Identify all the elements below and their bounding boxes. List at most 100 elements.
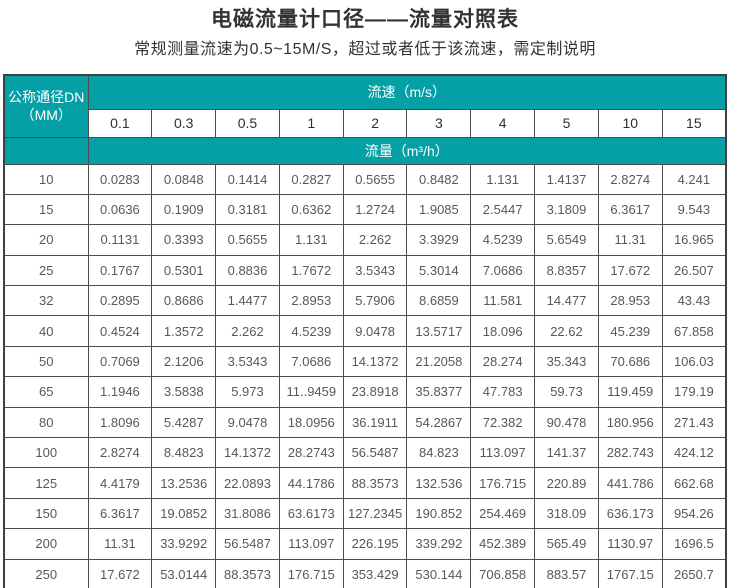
- flow-value-cell: 31.8086: [215, 497, 280, 530]
- flow-value-cell: 88.3573: [342, 467, 408, 499]
- flow-value-cell: 282.743: [597, 437, 663, 469]
- flow-value-cell: 28.274: [470, 345, 536, 378]
- flow-value-cell: 9.0478: [342, 315, 408, 347]
- table-row: 250 17.672 53.0144 88.3573 176.715 353.429 530…: [3, 558, 727, 588]
- flow-value-cell: 90.478: [534, 406, 599, 439]
- dn-cell: 150: [3, 497, 89, 530]
- flow-value-cell: 0.8836: [215, 254, 280, 287]
- flow-value-cell: 4.4179: [87, 467, 153, 499]
- flow-value-cell: 5.3014: [406, 254, 472, 287]
- page-subtitle: 常规测量流速为0.5~15M/S，超过或者低于该流速，需定制说明: [134, 41, 596, 58]
- flow-value-cell: 1130.97: [597, 528, 663, 560]
- flow-value-cell: 3.5343: [215, 345, 280, 378]
- flow-value-cell: 636.173: [597, 497, 663, 530]
- flow-value-cell: 8.8357: [534, 254, 599, 287]
- flow-value-cell: 271.43: [661, 406, 727, 439]
- flow-value-cell: 220.89: [534, 467, 599, 499]
- flow-value-cell: 0.1131: [87, 224, 153, 256]
- table-body: 10 0.0283 0.0848 0.1414 0.2827 0.5655 0.8482 1.…: [3, 163, 727, 588]
- flow-value-cell: 28.953: [597, 285, 663, 317]
- flow-value-cell: 63.6173: [278, 497, 344, 530]
- velocity-value-cell: 2: [342, 108, 408, 138]
- flow-value-cell: 56.5487: [215, 528, 280, 560]
- flow-value-cell: 72.382: [470, 406, 536, 439]
- velocity-header-label: 流速（m/s）: [87, 74, 727, 110]
- flow-value-cell: 179.19: [661, 376, 727, 408]
- flow-value-cell: 339.292: [406, 528, 472, 560]
- flow-value-cell: 565.49: [534, 528, 599, 560]
- table-row: 15 0.0636 0.1909 0.3181 0.6362 1.2724 1.9085 2.…: [3, 193, 727, 226]
- velocity-value-cell: 15: [661, 108, 727, 138]
- velocity-header-row: 公称通径DN （MM） 流速（m/s）: [3, 74, 727, 138]
- flow-value-cell: 6.3617: [87, 497, 153, 530]
- flow-value-cell: 28.2743: [278, 437, 344, 469]
- flow-value-cell: 22.0893: [215, 467, 280, 499]
- dn-cell: 250: [3, 558, 89, 588]
- flow-value-cell: 1.2724: [342, 193, 408, 226]
- flow-value-cell: 13.2536: [151, 467, 217, 499]
- flow-value-cell: 5.7906: [342, 285, 408, 317]
- flow-value-cell: 141.37: [534, 437, 599, 469]
- flow-value-cell: 4.241: [661, 163, 727, 195]
- flow-value-cell: 2.1206: [151, 345, 217, 378]
- flow-value-cell: 19.0852: [151, 497, 217, 530]
- velocity-value-cell: 10: [597, 108, 663, 138]
- dn-cell: 25: [3, 254, 89, 287]
- flow-value-cell: 6.3617: [597, 193, 663, 226]
- table-row: 10 0.0283 0.0848 0.1414 0.2827 0.5655 0.8482 1.…: [3, 163, 727, 195]
- flow-value-cell: 176.715: [470, 467, 536, 499]
- flow-value-cell: 26.507: [661, 254, 727, 287]
- flow-value-cell: 0.8686: [151, 285, 217, 317]
- flow-value-cell: 8.6859: [406, 285, 472, 317]
- flow-value-cell: 0.5655: [342, 163, 408, 195]
- flow-value-cell: 4.5239: [470, 224, 536, 256]
- table-header: 公称通径DN （MM） 流速（m/s） 0.1 0.3 0.5 1 2 3 4 5 10 15 流…: [3, 74, 727, 165]
- flow-value-cell: 18.096: [470, 315, 536, 347]
- flow-value-cell: 127.2345: [342, 497, 408, 530]
- flow-value-cell: 11.581: [470, 285, 536, 317]
- flow-value-cell: 318.09: [534, 497, 599, 530]
- flow-value-cell: 3.3929: [406, 224, 472, 256]
- table-row: 32 0.2895 0.8686 1.4477 2.8953 5.7906 8.6859 11…: [3, 285, 727, 317]
- flow-value-cell: 0.5301: [151, 254, 217, 287]
- table-row: 80 1.8096 5.4287 9.0478 18.0956 36.1911 54.286…: [3, 406, 727, 439]
- table-row: 20 0.1131 0.3393 0.5655 1.131 2.262 3.3929 4.52…: [3, 224, 727, 256]
- flow-value-cell: 441.786: [597, 467, 663, 499]
- flow-value-cell: 7.0686: [470, 254, 536, 287]
- flow-value-cell: 113.097: [278, 528, 344, 560]
- velocity-value-cell: 0.3: [151, 108, 217, 138]
- flow-value-cell: 45.239: [597, 315, 663, 347]
- flow-value-cell: 0.2827: [278, 163, 344, 195]
- dn-cell: 200: [3, 528, 89, 560]
- flow-value-cell: 44.1786: [278, 467, 344, 499]
- flow-value-cell: 2.8274: [597, 163, 663, 195]
- flow-value-cell: 88.3573: [215, 558, 280, 588]
- flow-value-cell: 4.5239: [278, 315, 344, 347]
- flow-value-cell: 0.0283: [87, 163, 153, 195]
- flow-value-cell: 424.12: [661, 437, 727, 469]
- flow-value-cell: 59.73: [534, 376, 599, 408]
- table-row: 150 6.3617 19.0852 31.8086 63.6173 127.2345 19…: [3, 497, 727, 530]
- flow-value-cell: 226.195: [342, 528, 408, 560]
- flow-value-cell: 0.4524: [87, 315, 153, 347]
- corner-header-line1: 公称通径DN: [8, 89, 85, 106]
- velocity-value-cell: 0.5: [215, 108, 280, 138]
- flow-value-cell: 0.1909: [151, 193, 217, 226]
- flow-value-cell: 353.429: [342, 558, 408, 588]
- flow-value-cell: 0.0636: [87, 193, 153, 226]
- flow-value-cell: 954.26: [661, 497, 727, 530]
- flow-value-cell: 11.31: [87, 528, 153, 560]
- velocity-value-cell: 5: [534, 108, 599, 138]
- flow-value-cell: 1.131: [470, 163, 536, 195]
- table-row: 65 1.1946 3.5838 5.973 11..9459 23.8918 35.837…: [3, 376, 727, 408]
- dn-cell: 80: [3, 406, 89, 439]
- flow-value-cell: 1696.5: [661, 528, 727, 560]
- flow-value-cell: 2.5447: [470, 193, 536, 226]
- dn-cell: 65: [3, 376, 89, 408]
- corner-header-line2: （MM）: [20, 107, 72, 124]
- flow-header-row: 流量（m³/h）: [3, 136, 727, 165]
- flow-value-cell: 36.1911: [342, 406, 408, 439]
- flow-value-cell: 1.4477: [215, 285, 280, 317]
- flow-value-cell: 70.686: [597, 345, 663, 378]
